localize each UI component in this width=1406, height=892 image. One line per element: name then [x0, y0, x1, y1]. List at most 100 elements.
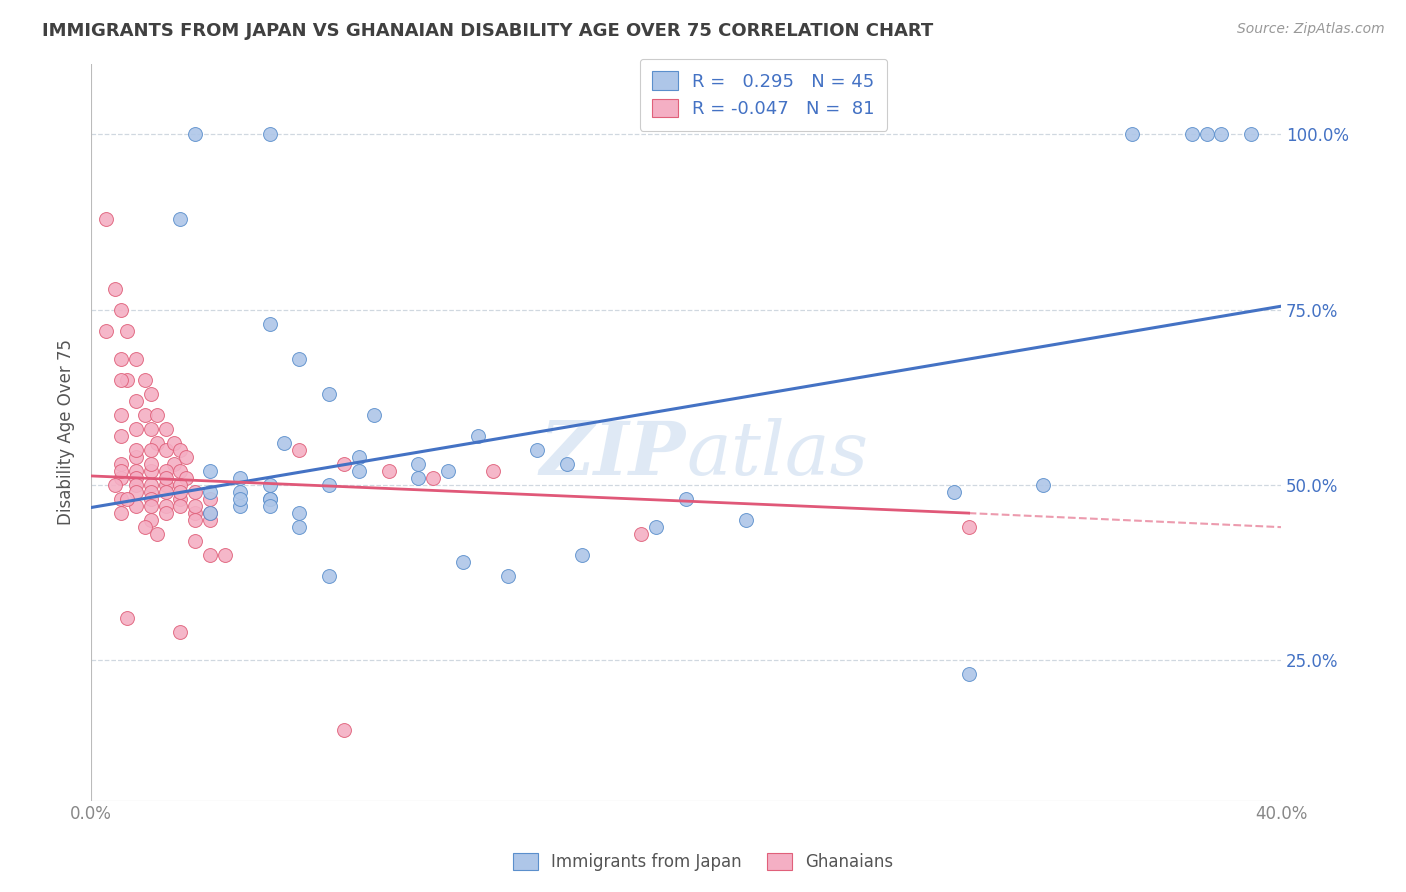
Point	[110, 506, 132, 520]
Point	[377, 464, 399, 478]
Point	[198, 548, 221, 562]
Point	[184, 506, 207, 520]
Point	[139, 478, 162, 492]
Point	[125, 485, 148, 500]
Point	[155, 485, 177, 500]
Point	[110, 464, 132, 478]
Point	[134, 408, 156, 422]
Point	[318, 569, 340, 583]
Point	[259, 492, 281, 507]
Point	[1211, 128, 1233, 142]
Point	[184, 128, 207, 142]
Point	[333, 457, 356, 471]
Point	[94, 324, 117, 338]
Point	[259, 128, 281, 142]
Point	[198, 485, 221, 500]
Point	[115, 611, 138, 625]
Point	[104, 478, 127, 492]
Text: ZIP: ZIP	[540, 418, 686, 491]
Point	[288, 442, 311, 457]
Point	[288, 506, 311, 520]
Point	[125, 450, 148, 464]
Point	[134, 520, 156, 534]
Point	[288, 351, 311, 366]
Point	[408, 457, 430, 471]
Point	[229, 485, 252, 500]
Point	[110, 429, 132, 443]
Point	[496, 569, 519, 583]
Point	[273, 436, 295, 450]
Point	[115, 492, 138, 507]
Point	[408, 471, 430, 485]
Point	[734, 513, 756, 527]
Point	[259, 478, 281, 492]
Point	[169, 625, 191, 640]
Point	[139, 499, 162, 513]
Point	[125, 393, 148, 408]
Point	[1032, 478, 1054, 492]
Point	[110, 492, 132, 507]
Point	[318, 387, 340, 401]
Point	[169, 499, 191, 513]
Point	[333, 723, 356, 738]
Point	[347, 464, 370, 478]
Point	[163, 436, 186, 450]
Point	[110, 471, 132, 485]
Point	[155, 464, 177, 478]
Point	[451, 555, 474, 569]
Point	[176, 450, 198, 464]
Point	[229, 471, 252, 485]
Point	[571, 548, 593, 562]
Point	[139, 513, 162, 527]
Point	[198, 506, 221, 520]
Point	[288, 520, 311, 534]
Point	[139, 422, 162, 436]
Point	[145, 408, 167, 422]
Point	[630, 527, 652, 541]
Point	[169, 442, 191, 457]
Point	[942, 485, 965, 500]
Point	[176, 471, 198, 485]
Point	[198, 492, 221, 507]
Text: Source: ZipAtlas.com: Source: ZipAtlas.com	[1237, 22, 1385, 37]
Point	[229, 492, 252, 507]
Point	[139, 485, 162, 500]
Point	[169, 492, 191, 507]
Point	[94, 211, 117, 226]
Point	[645, 520, 668, 534]
Point	[229, 499, 252, 513]
Point	[347, 450, 370, 464]
Point	[110, 408, 132, 422]
Point	[115, 324, 138, 338]
Point	[125, 478, 148, 492]
Point	[110, 351, 132, 366]
Point	[155, 478, 177, 492]
Point	[125, 471, 148, 485]
Point	[184, 485, 207, 500]
Point	[437, 464, 460, 478]
Point	[555, 457, 578, 471]
Point	[957, 520, 980, 534]
Point	[145, 436, 167, 450]
Point	[155, 422, 177, 436]
Point	[169, 485, 191, 500]
Point	[110, 373, 132, 387]
Point	[155, 499, 177, 513]
Point	[125, 422, 148, 436]
Point	[110, 457, 132, 471]
Point	[1195, 128, 1218, 142]
Point	[125, 464, 148, 478]
Point	[526, 442, 548, 457]
Point	[214, 548, 236, 562]
Point	[259, 317, 281, 331]
Point	[467, 429, 489, 443]
Point	[363, 408, 385, 422]
Point	[1240, 128, 1263, 142]
Text: IMMIGRANTS FROM JAPAN VS GHANAIAN DISABILITY AGE OVER 75 CORRELATION CHART: IMMIGRANTS FROM JAPAN VS GHANAIAN DISABI…	[42, 22, 934, 40]
Point	[481, 464, 503, 478]
Point	[155, 506, 177, 520]
Point	[1181, 128, 1204, 142]
Point	[139, 457, 162, 471]
Point	[134, 373, 156, 387]
Point	[139, 492, 162, 507]
